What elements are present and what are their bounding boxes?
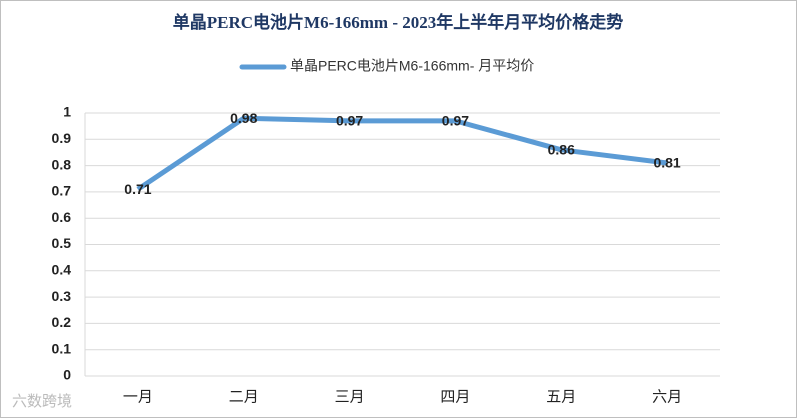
data-label: 0.71 — [124, 181, 151, 197]
y-tick-label: 0.1 — [52, 340, 72, 356]
y-tick-label: 0.4 — [52, 262, 72, 278]
y-tick-label: 0.5 — [52, 235, 72, 251]
data-label: 0.97 — [336, 113, 363, 129]
data-label: 0.97 — [442, 113, 469, 129]
x-tick-label: 六月 — [652, 388, 682, 405]
x-tick-label: 四月 — [440, 389, 470, 405]
chart-title: 单晶PERC电池片M6-166mm - 2023年上半年月平均价格走势 — [173, 12, 623, 32]
series-line — [136, 115, 668, 192]
data-label: 0.98 — [230, 110, 257, 126]
data-label: 0.86 — [548, 142, 575, 158]
legend-label: 单晶PERC电池片M6-166mm- 月平均价 — [290, 58, 534, 74]
x-tick-label: 五月 — [546, 389, 576, 405]
watermark: 六数跨境 — [12, 392, 72, 410]
data-label: 0.81 — [653, 155, 680, 171]
y-tick-label: 1 — [63, 104, 71, 120]
x-tick-label: 一月 — [123, 389, 153, 405]
y-tick-label: 0.7 — [52, 183, 72, 199]
x-tick-label: 二月 — [229, 389, 259, 405]
y-tick-label: 0.6 — [52, 209, 72, 225]
y-tick-label: 0.2 — [52, 314, 72, 330]
x-tick-label: 三月 — [335, 389, 365, 405]
y-tick-label: 0.9 — [52, 130, 72, 146]
y-tick-label: 0 — [63, 367, 71, 383]
y-tick-label: 0.8 — [52, 156, 72, 172]
y-tick-label: 0.3 — [52, 288, 72, 304]
